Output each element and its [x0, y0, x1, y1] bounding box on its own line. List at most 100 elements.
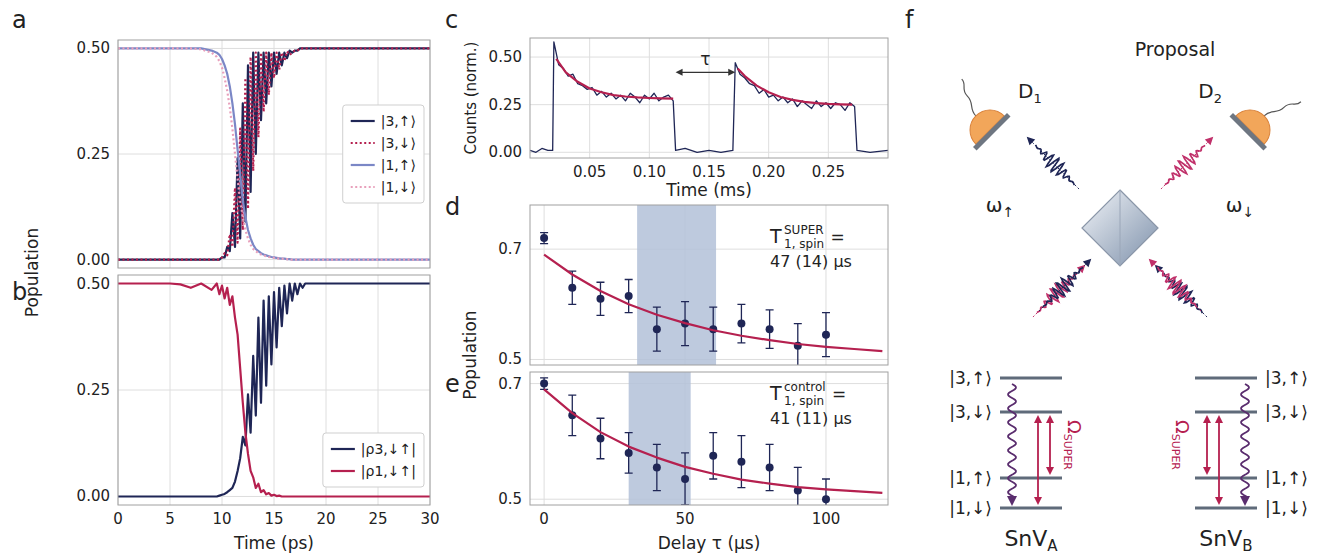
- energy-level: [1000, 377, 1062, 380]
- plot-frame: [530, 372, 888, 505]
- data-point: [653, 325, 661, 333]
- data-point: [625, 449, 633, 457]
- energy-level: [1000, 507, 1062, 510]
- photon: [1143, 253, 1206, 316]
- level-label: |1,↓⟩: [949, 498, 992, 518]
- series-line: [118, 48, 430, 259]
- annotation: T: [769, 382, 782, 404]
- annotation: SUPER: [784, 223, 824, 237]
- tick-label: 0.50: [77, 275, 110, 293]
- label-part: A: [1047, 537, 1058, 555]
- legend-label: |ρ3,↓↑|: [361, 441, 416, 458]
- grid-line: [530, 152, 888, 153]
- data-point: [737, 320, 745, 328]
- level-label: |1,↑⟩: [1265, 468, 1308, 488]
- plot-frame: [118, 275, 430, 505]
- grid-line: [544, 372, 545, 505]
- legend-swatch: [351, 120, 375, 122]
- series-line: [556, 59, 673, 99]
- data-point: [568, 284, 576, 292]
- error-bar: [822, 313, 830, 357]
- legend-label: |3,↑⟩: [381, 113, 416, 130]
- label-part: SnV: [1004, 526, 1047, 551]
- data-point: [596, 435, 604, 443]
- plot-area: [530, 38, 888, 158]
- tick-label: 10: [212, 510, 231, 528]
- arrow-head: [1203, 415, 1211, 423]
- data-point: [737, 458, 745, 466]
- panel-label: d: [445, 193, 460, 221]
- photon-head: [1146, 256, 1157, 267]
- drive-arrow: [1218, 422, 1220, 498]
- series-line: [544, 389, 882, 493]
- photon-axis: [1039, 264, 1086, 311]
- label-part: SUPER: [1061, 434, 1074, 471]
- tick-label: 0.25: [489, 96, 522, 114]
- data-point: [540, 380, 548, 388]
- tick-label: 0.25: [812, 163, 845, 181]
- grid-line: [530, 499, 888, 500]
- photon: [1021, 131, 1084, 194]
- grid-line: [768, 38, 769, 158]
- level-label: |3,↑⟩: [949, 368, 992, 388]
- photon-head: [1083, 256, 1094, 267]
- figure: 0.000.250.50Populationa|3,↑⟩|3,↓⟩|1,↑⟩|1…: [0, 0, 1336, 560]
- arrow-head: [1046, 467, 1054, 475]
- annotation: =: [827, 384, 847, 404]
- data-point: [625, 292, 633, 300]
- plot-marks: [118, 284, 430, 497]
- plot-frame: [118, 40, 430, 268]
- tick-label: 0.5: [498, 490, 522, 508]
- label-part: D: [1018, 79, 1033, 103]
- error-bar: [540, 233, 548, 244]
- panel-label: f: [905, 6, 914, 34]
- tick-label: 0.20: [752, 163, 785, 181]
- label-part: ↓: [1243, 204, 1255, 220]
- energy-level: [1195, 377, 1257, 380]
- level-label: |1,↓⟩: [1265, 498, 1308, 518]
- legend-swatch: [331, 470, 355, 472]
- grid-line: [828, 38, 829, 158]
- drive-label: ΩSUPER: [1169, 420, 1193, 470]
- band: [637, 205, 716, 365]
- annotation: 1, spin: [784, 394, 824, 408]
- data-point: [822, 331, 830, 339]
- label-part: ω: [986, 193, 1003, 217]
- arrow-head: [676, 69, 683, 76]
- legend: |ρ3,↓↑||ρ1,↓↑|: [323, 433, 424, 487]
- tick-label: 0.00: [77, 487, 110, 505]
- tick-label: 5: [165, 510, 175, 528]
- tick-label: 0.50: [489, 48, 522, 66]
- photon-label: ω↓: [1226, 193, 1254, 220]
- annotation: 1, spin: [784, 237, 824, 251]
- error-bar: [596, 282, 604, 315]
- energy-level: [1195, 507, 1257, 510]
- error-bar: [540, 378, 548, 390]
- panel-label: a: [12, 6, 27, 34]
- emission: [1008, 384, 1016, 498]
- arrow-head: [1046, 415, 1054, 423]
- tick-label: 0: [113, 510, 123, 528]
- beam-splitter-body: [1082, 190, 1158, 266]
- tick-label: 0: [539, 510, 549, 528]
- photon: [1034, 253, 1097, 316]
- legend-swatch: [351, 142, 375, 144]
- series-line: [738, 68, 853, 104]
- data-point: [709, 452, 717, 460]
- photon-wave: [1152, 262, 1202, 312]
- photon-head: [1205, 134, 1216, 145]
- tick-label: 30: [420, 510, 439, 528]
- axis-title: Time (ps): [233, 533, 314, 553]
- data-point: [540, 234, 548, 242]
- error-bar: [681, 453, 689, 505]
- plot-area: [118, 40, 430, 268]
- photon: [1028, 259, 1091, 322]
- legend-box: [323, 433, 424, 487]
- panel-label: b: [12, 278, 27, 306]
- photon-label: ω↑: [986, 193, 1014, 220]
- arrow-head: [1007, 496, 1017, 506]
- arrow-head: [1215, 497, 1223, 505]
- level-label: |3,↑⟩: [1265, 368, 1308, 388]
- photon-wave: [1030, 140, 1080, 190]
- beam-splitter-edge: [1120, 190, 1121, 266]
